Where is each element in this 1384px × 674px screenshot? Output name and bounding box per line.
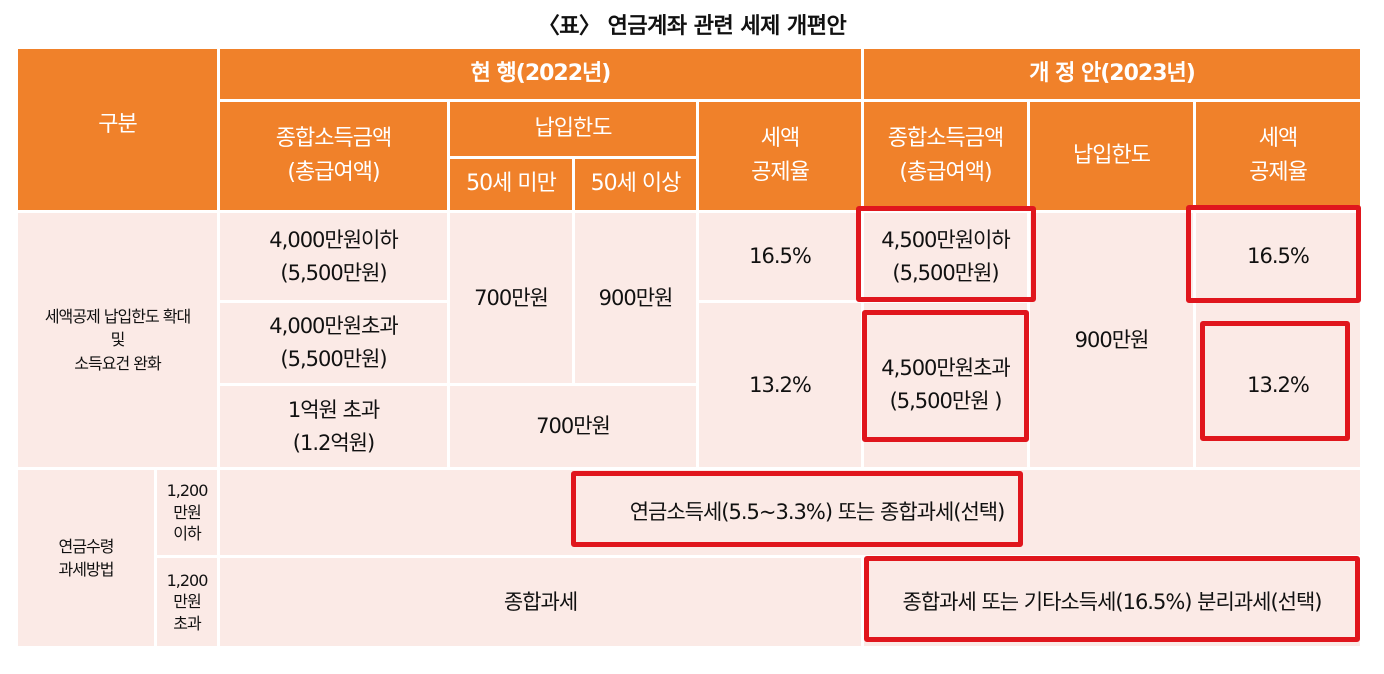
highlight-new-income-low: [856, 206, 1036, 302]
header-income-total: 종합소득금액 (총급여액): [220, 102, 447, 210]
section2-row1-text: 연금소득세(5.5~3.3%) 또는 종합과세(선택): [220, 470, 1360, 555]
section1-new-income-low: 4,500만원이하 (5,500만원): [864, 213, 1027, 300]
header-new-income-total: 종합소득금액 (총급여액): [864, 102, 1027, 210]
section1-row1-income: 4,000만원이하 (5,500만원): [220, 213, 447, 300]
header-deduction-rate: 세액 공제율: [699, 102, 861, 210]
section1-row3-income: 1억원 초과 (1.2억원): [220, 386, 447, 467]
highlight-row1-text: [571, 471, 1023, 547]
header-current: 현 행(2022년): [220, 49, 861, 99]
header-under-50: 50세 미만: [450, 159, 572, 210]
section1-limit-high-income: 700만원: [450, 386, 696, 467]
table-title: 〈표〉 연금계좌 관련 세제 개편안: [537, 14, 847, 39]
section1-rate-high: 13.2%: [699, 303, 861, 467]
header-over-50: 50세 이상: [575, 159, 696, 210]
section1-limit-under50: 700만원: [450, 213, 572, 383]
section1-label: 세액공제 납입한도 확대 및 소득요건 완화: [18, 213, 217, 467]
section1-row2-income: 4,000만원초과 (5,500만원): [220, 303, 447, 383]
highlight-new-income-high: [862, 310, 1029, 442]
header-limit: 납입한도: [450, 102, 696, 156]
highlight-new-rate-low: [1186, 205, 1361, 303]
highlight-row2-proposed: [864, 556, 1360, 642]
section1-new-rate-low: 16.5%: [1196, 213, 1360, 300]
header-new-deduction-rate: 세액 공제율: [1196, 102, 1360, 210]
section1-new-limit: 900만원: [1030, 213, 1193, 467]
section2-label: 연금수령 과세방법: [18, 470, 154, 646]
section2-sub1: 1,200 만원 이하: [157, 470, 217, 555]
section1-rate-low: 16.5%: [699, 213, 861, 300]
section2-row2-proposed: 종합과세 또는 기타소득세(16.5%) 분리과세(선택): [864, 558, 1360, 646]
section2-row2-current: 종합과세: [220, 558, 861, 646]
header-proposed: 개 정 안(2023년): [864, 49, 1360, 99]
section2-sub2: 1,200 만원 초과: [157, 558, 217, 646]
section1-limit-over50: 900만원: [575, 213, 696, 383]
header-new-limit: 납입한도: [1030, 102, 1193, 210]
highlight-new-rate-high: [1200, 321, 1350, 441]
header-category: 구분: [18, 49, 217, 210]
